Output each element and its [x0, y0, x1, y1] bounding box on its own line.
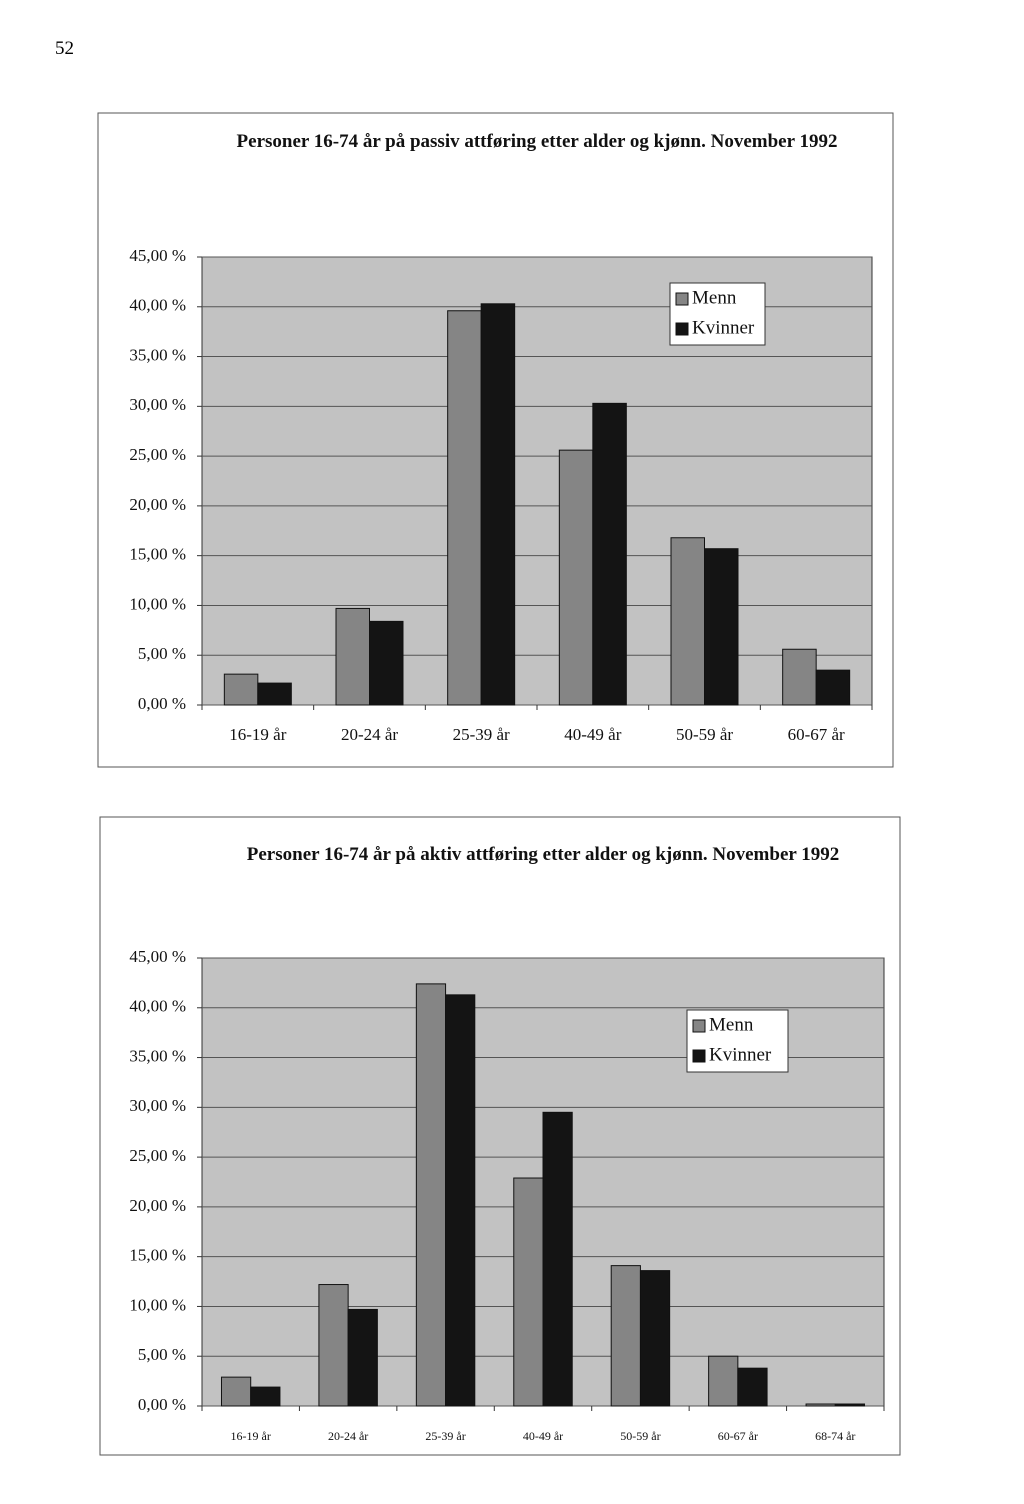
y-tick-label: 25,00 %: [129, 1146, 186, 1165]
bar: [610, 1265, 641, 1407]
page-number: 52: [55, 38, 74, 59]
y-tick-label: 10,00 %: [129, 594, 186, 613]
x-tick-label: 20-24 år: [328, 1429, 368, 1443]
x-tick-label: 60-67 år: [788, 725, 845, 744]
y-tick-label: 25,00 %: [129, 445, 186, 464]
bar: [445, 994, 476, 1407]
bar: [782, 648, 817, 706]
x-tick-label: 68-74 år: [815, 1429, 855, 1443]
chart-title: Personer 16-74 år på passiv attføring et…: [236, 131, 838, 152]
bar: [223, 673, 259, 706]
bar: [704, 548, 739, 706]
y-tick-label: 40,00 %: [129, 997, 186, 1016]
bar: [670, 537, 705, 706]
y-tick-label: 0,00 %: [138, 694, 186, 713]
bar: [639, 1270, 671, 1407]
bar: [480, 303, 516, 706]
x-tick-label: 40-49 år: [564, 725, 621, 744]
legend-label: Kvinner: [709, 1044, 772, 1065]
bar: [558, 449, 594, 706]
bar: [250, 1386, 281, 1407]
legend-swatch: [675, 322, 689, 336]
y-tick-label: 30,00 %: [129, 1096, 186, 1115]
y-tick-label: 35,00 %: [129, 345, 186, 364]
x-tick-label: 25-39 år: [425, 1429, 465, 1443]
legend-label: Menn: [692, 287, 737, 308]
legend-swatch: [692, 1049, 706, 1063]
bar: [369, 620, 404, 706]
y-tick-label: 20,00 %: [129, 495, 186, 514]
y-tick-label: 45,00 %: [129, 246, 186, 265]
legend-label: Menn: [709, 1014, 754, 1035]
plot-area: [201, 256, 873, 706]
legend-swatch: [692, 1019, 706, 1033]
bar: [592, 402, 627, 706]
x-tick-label: 25-39 år: [453, 725, 510, 744]
y-tick-label: 20,00 %: [129, 1196, 186, 1215]
chart-title: Personer 16-74 år på aktiv attføring ett…: [246, 844, 840, 865]
y-tick-label: 15,00 %: [129, 1246, 186, 1265]
bar: [447, 310, 482, 706]
bar: [220, 1376, 252, 1407]
y-tick-label: 15,00 %: [129, 545, 186, 564]
bar: [415, 983, 447, 1407]
bar: [834, 1403, 866, 1407]
bar: [805, 1403, 836, 1407]
x-tick-label: 16-19 år: [231, 1429, 271, 1443]
x-tick-label: 50-59 år: [676, 725, 733, 744]
x-tick-label: 16-19 år: [229, 725, 286, 744]
x-tick-label: 50-59 år: [620, 1429, 660, 1443]
y-tick-label: 40,00 %: [129, 296, 186, 315]
bar: [335, 607, 370, 706]
bar: [542, 1111, 573, 1407]
bar: [318, 1284, 349, 1407]
y-tick-label: 0,00 %: [138, 1395, 186, 1414]
bar: [708, 1355, 739, 1407]
y-tick-label: 35,00 %: [129, 1046, 186, 1065]
bar: [815, 669, 851, 706]
legend-label: Kvinner: [692, 317, 755, 338]
y-tick-label: 5,00 %: [138, 644, 186, 663]
bar: [513, 1177, 544, 1407]
y-tick-label: 5,00 %: [138, 1345, 186, 1364]
x-tick-label: 40-49 år: [523, 1429, 563, 1443]
bar: [347, 1308, 378, 1407]
y-tick-label: 10,00 %: [129, 1295, 186, 1314]
bar: [737, 1367, 768, 1407]
x-tick-label: 60-67 år: [718, 1429, 758, 1443]
bar: [257, 682, 292, 706]
y-tick-label: 45,00 %: [129, 947, 186, 966]
legend-swatch: [675, 292, 689, 306]
x-tick-label: 20-24 år: [341, 725, 398, 744]
y-tick-label: 30,00 %: [129, 395, 186, 414]
